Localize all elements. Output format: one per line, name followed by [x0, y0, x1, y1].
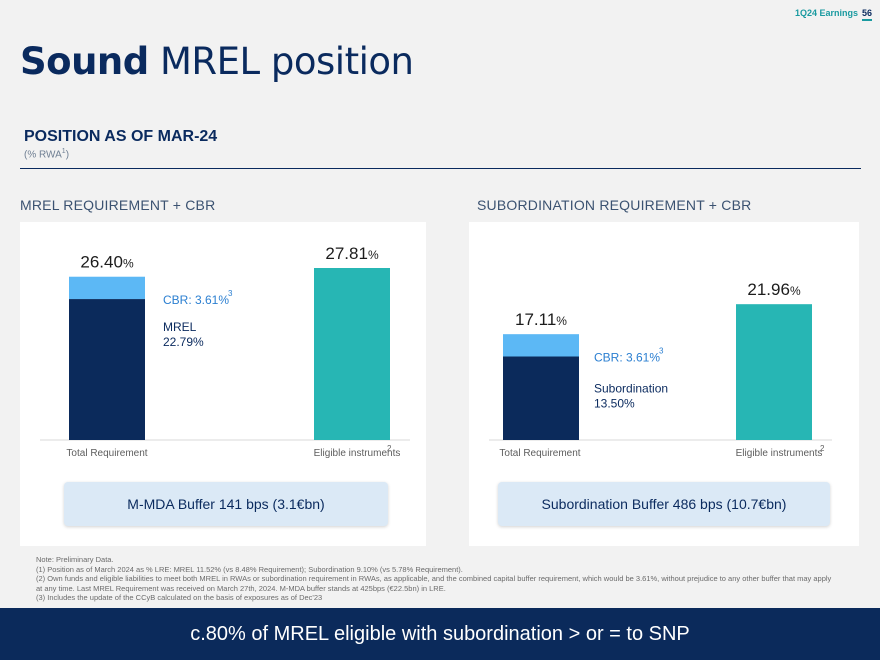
- category-label: Eligible instruments: [314, 448, 401, 459]
- bar-subordination: [503, 356, 579, 440]
- section-divider: [20, 168, 861, 169]
- subordination-chart-panel: 17.11% 21.96% CBR: 3.61% 3 Subordination 13.5…: [469, 222, 859, 546]
- section-heading: POSITION AS OF MAR-24: [24, 128, 218, 145]
- category-label: Total Requirement: [66, 448, 147, 459]
- footer-banner: c.80% of MREL eligible with subordinatio…: [0, 608, 880, 660]
- section-subtitle-end: ): [65, 149, 70, 161]
- page-title-light: MREL position: [160, 40, 414, 83]
- bar-total-label: 17.11%: [515, 310, 567, 329]
- cbr-footnote: 3: [228, 289, 233, 298]
- mrel-buffer-box: M-MDA Buffer 141 bps (3.1€bn): [64, 482, 388, 526]
- page-title: Sound MREL position: [20, 40, 414, 83]
- bar-cbr: [69, 276, 145, 300]
- footnote: Note: Preliminary Data.: [36, 555, 114, 564]
- cbr-annotation: CBR: 3.61%: [163, 293, 229, 307]
- section-subtitle: (% RWA1): [24, 148, 69, 160]
- category-label: Eligible instruments: [736, 448, 823, 459]
- base-annotation-value: 13.50%: [594, 397, 635, 411]
- mrel-chart-panel: 26.40% 27.81% CBR: 3.61% 3 MREL 22.79% Total R…: [20, 222, 426, 546]
- bar-cbr: [503, 334, 579, 357]
- footnote: (2) Own funds and eligible liabilities t…: [36, 574, 832, 593]
- subordination-panel-title: SUBORDINATION REQUIREMENT + CBR: [477, 197, 752, 213]
- subordination-buffer-box: Subordination Buffer 486 bps (10.7€bn): [498, 482, 830, 526]
- base-annotation-label: MREL: [163, 320, 197, 334]
- bar-total-label: 26.40%: [80, 253, 134, 272]
- section-subtitle-text: (% RWA: [24, 149, 62, 161]
- bar-total-label: 27.81%: [325, 244, 379, 263]
- bar-mrel: [69, 299, 145, 440]
- mrel-panel-title: MREL REQUIREMENT + CBR: [20, 197, 216, 213]
- page-number: 56: [861, 8, 872, 21]
- footnotes: Note: Preliminary Data. (1) Position as …: [36, 555, 836, 603]
- bar-eligible-instruments: [314, 268, 390, 440]
- category-label: Total Requirement: [499, 448, 580, 459]
- page-header: 1Q24 Earnings 56: [794, 8, 872, 21]
- footnote: (3) Includes the update of the CCyB calc…: [36, 593, 323, 602]
- bar-eligible-instruments: [736, 304, 812, 440]
- section-subtitle-footnote: 1: [61, 148, 66, 155]
- footnote: (1) Position as of March 2024 as % LRE: …: [36, 564, 463, 574]
- subordination-chart: 17.11% 21.96% CBR: 3.61%3 Subordination13.5…: [489, 280, 832, 459]
- category-footnote: 2: [820, 444, 825, 453]
- cbr-annotation: CBR: 3.61%: [594, 350, 660, 364]
- base-annotation-value: 22.79%: [163, 335, 204, 349]
- bar-total-label: 21.96%: [747, 280, 801, 299]
- cbr-footnote: 3: [659, 346, 664, 355]
- page-title-bold: Sound: [20, 40, 149, 83]
- category-footnote: 2: [387, 444, 392, 453]
- base-annotation-label: Subordination: [594, 382, 668, 396]
- deck-section-label: 1Q24 Earnings: [794, 8, 858, 18]
